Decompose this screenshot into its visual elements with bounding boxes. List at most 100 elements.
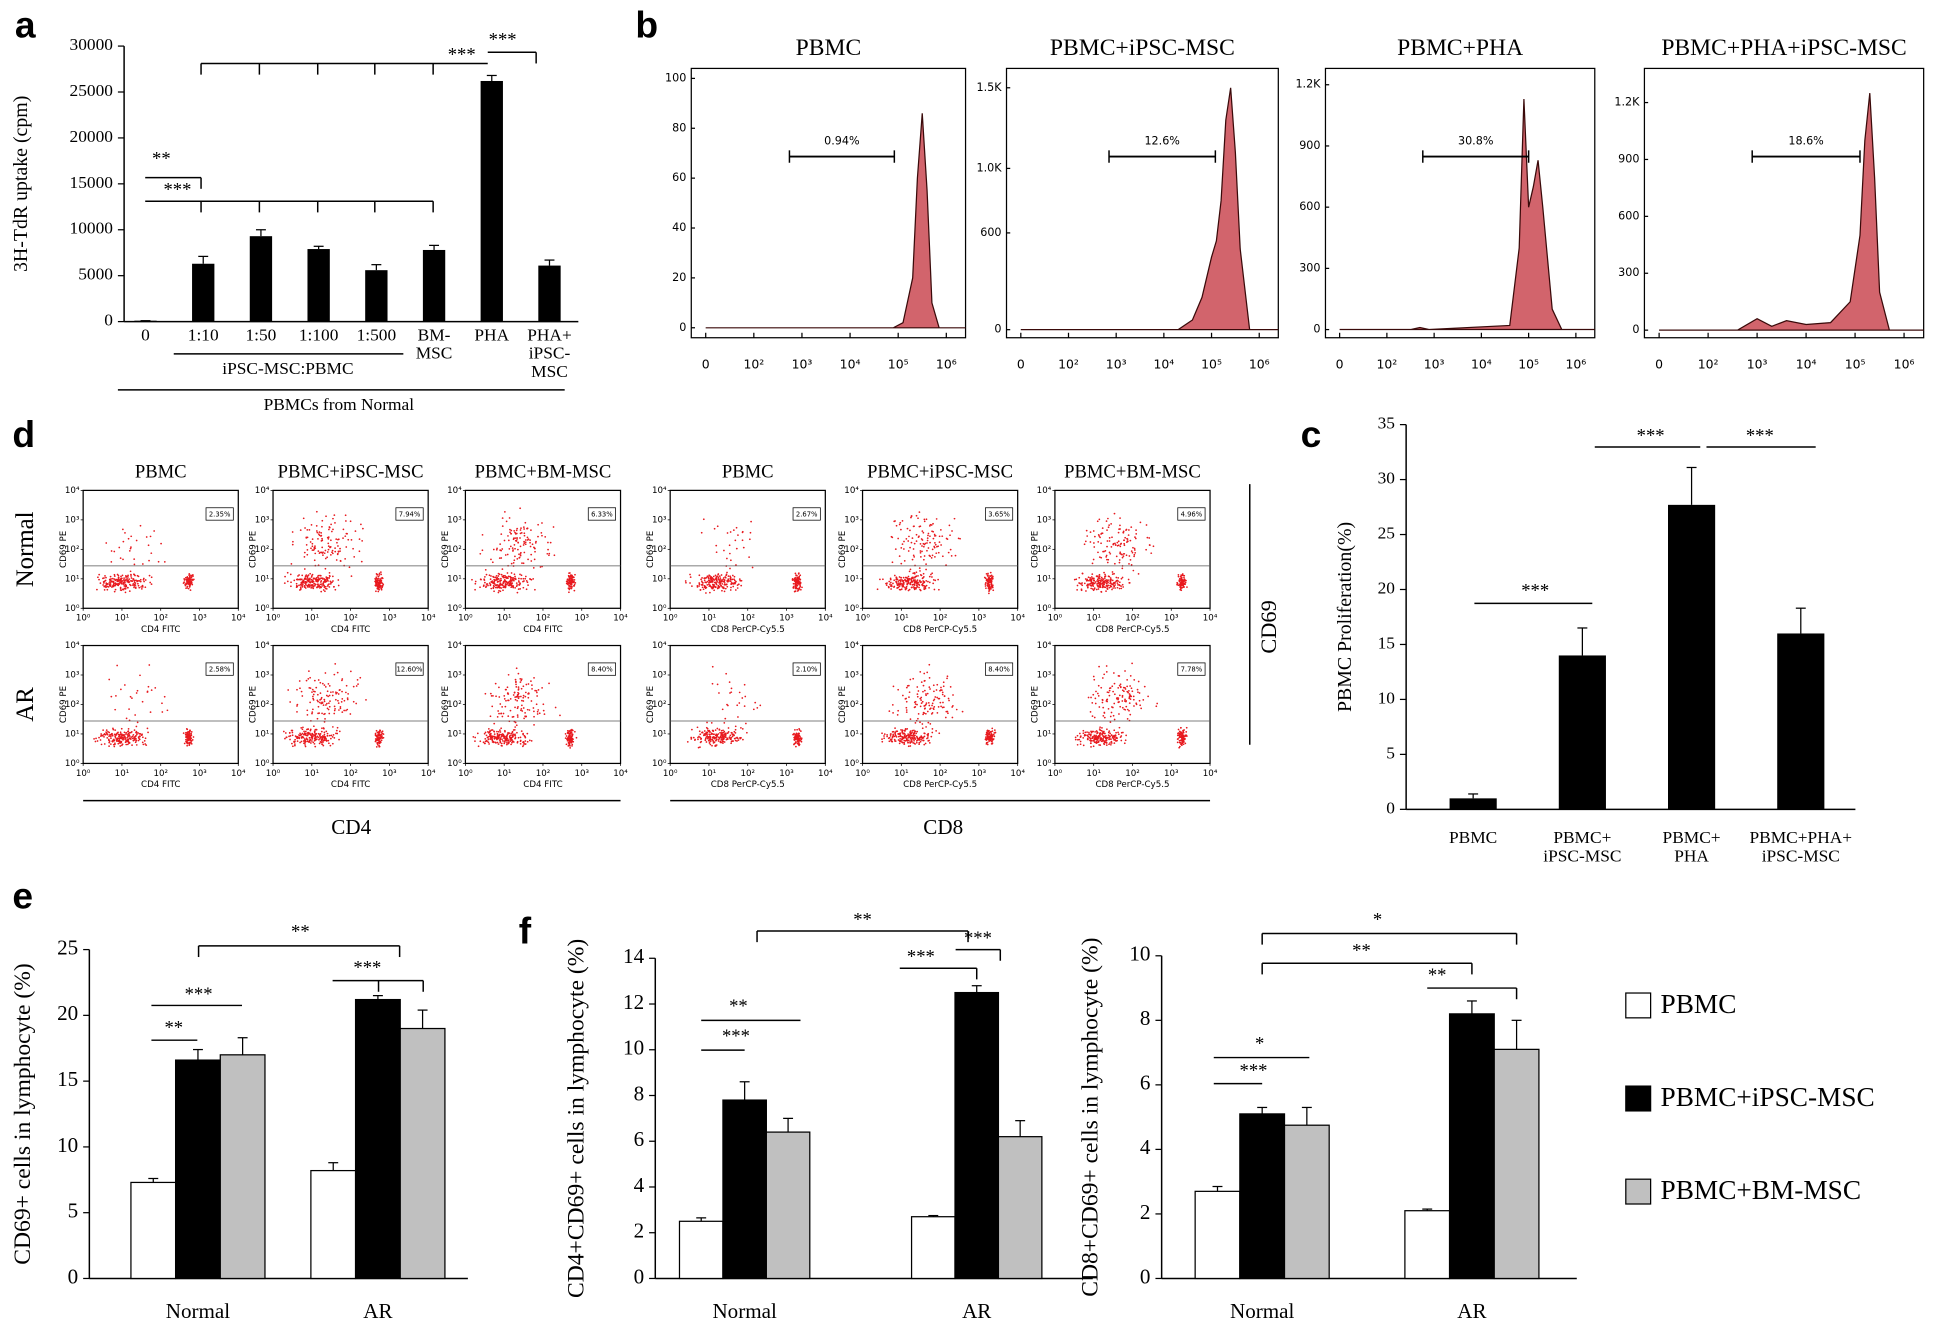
- dot: [337, 579, 339, 581]
- dot: [506, 521, 508, 523]
- dot: [518, 584, 520, 586]
- dot: [1103, 736, 1105, 738]
- dot: [290, 574, 292, 576]
- dot: [485, 693, 487, 695]
- dot: [1101, 730, 1103, 732]
- dot: [145, 744, 147, 746]
- dot: [337, 672, 339, 674]
- dot: [502, 740, 504, 742]
- dot: [381, 737, 383, 739]
- dot: [333, 734, 335, 736]
- dot: [334, 522, 336, 524]
- dot: [1119, 545, 1121, 547]
- dot: [120, 688, 122, 690]
- dot: [134, 563, 136, 565]
- dot: [913, 526, 915, 528]
- x-tick-label: 10³: [1106, 357, 1127, 372]
- y-tick-label: 10³: [447, 670, 462, 680]
- dot: [919, 581, 921, 583]
- dot: [574, 731, 576, 733]
- panel-letter: c: [1301, 413, 1322, 455]
- dot: [307, 585, 309, 587]
- dot: [188, 573, 190, 575]
- dot: [541, 687, 543, 689]
- x-tick-label: 10³: [972, 769, 987, 779]
- dot: [729, 553, 731, 555]
- dot: [570, 574, 572, 576]
- dot: [939, 690, 941, 692]
- dot: [507, 572, 509, 574]
- dot: [708, 737, 710, 739]
- dot: [112, 728, 114, 730]
- dot: [150, 536, 152, 538]
- dot: [291, 743, 293, 745]
- dot: [501, 706, 503, 708]
- dot: [722, 736, 724, 738]
- dot: [923, 705, 925, 707]
- dot: [1108, 526, 1110, 528]
- dot: [382, 730, 384, 732]
- y-tick-label: 10¹: [844, 574, 859, 584]
- dot: [158, 561, 160, 563]
- dot: [103, 736, 105, 738]
- x-tick-label: 10⁴: [231, 769, 246, 779]
- dot: [886, 584, 888, 586]
- dot: [347, 539, 349, 541]
- dot: [494, 583, 496, 585]
- dot: [375, 733, 377, 735]
- dot: [377, 744, 379, 746]
- dot: [516, 533, 518, 535]
- dot: [715, 545, 717, 547]
- dot: [739, 692, 741, 694]
- dot: [573, 590, 575, 592]
- y-tick-label: 20: [672, 271, 686, 284]
- dot: [709, 579, 711, 581]
- dot: [338, 709, 340, 711]
- dot: [1178, 584, 1180, 586]
- dot: [189, 737, 191, 739]
- y-tick-label: 0: [679, 321, 686, 334]
- dot: [724, 582, 726, 584]
- dot: [190, 582, 192, 584]
- dot: [715, 575, 717, 577]
- dot: [300, 529, 302, 531]
- dot: [923, 712, 925, 714]
- dot: [322, 735, 324, 737]
- dot: [318, 577, 320, 579]
- column-title: PBMC: [722, 461, 774, 482]
- dot: [142, 701, 144, 703]
- x-tick-label: 10¹: [702, 614, 717, 624]
- dot: [1084, 543, 1086, 545]
- dot: [105, 586, 107, 588]
- percent-label: 3.65%: [988, 511, 1010, 519]
- dot: [534, 589, 536, 591]
- dot: [316, 729, 318, 731]
- dot: [913, 740, 915, 742]
- dot: [916, 540, 918, 542]
- dot: [310, 742, 312, 744]
- dot: [304, 568, 306, 570]
- dot: [339, 550, 341, 552]
- dot: [104, 733, 106, 735]
- dot: [691, 737, 693, 739]
- dot: [308, 687, 310, 689]
- dot: [325, 731, 327, 733]
- dot: [1103, 731, 1105, 733]
- y-axis-label: CD69 PE: [59, 686, 69, 723]
- dot: [1092, 737, 1094, 739]
- dot: [498, 578, 500, 580]
- dot: [317, 713, 319, 715]
- dot: [486, 574, 488, 576]
- dot: [1099, 735, 1101, 737]
- dot: [1096, 731, 1098, 733]
- dot: [713, 576, 715, 578]
- dot: [935, 544, 937, 546]
- dot: [351, 539, 353, 541]
- dot: [891, 537, 893, 539]
- dot: [890, 735, 892, 737]
- dot: [306, 554, 308, 556]
- dot: [497, 584, 499, 586]
- dot: [730, 737, 732, 739]
- dot: [725, 588, 727, 590]
- dot: [300, 582, 302, 584]
